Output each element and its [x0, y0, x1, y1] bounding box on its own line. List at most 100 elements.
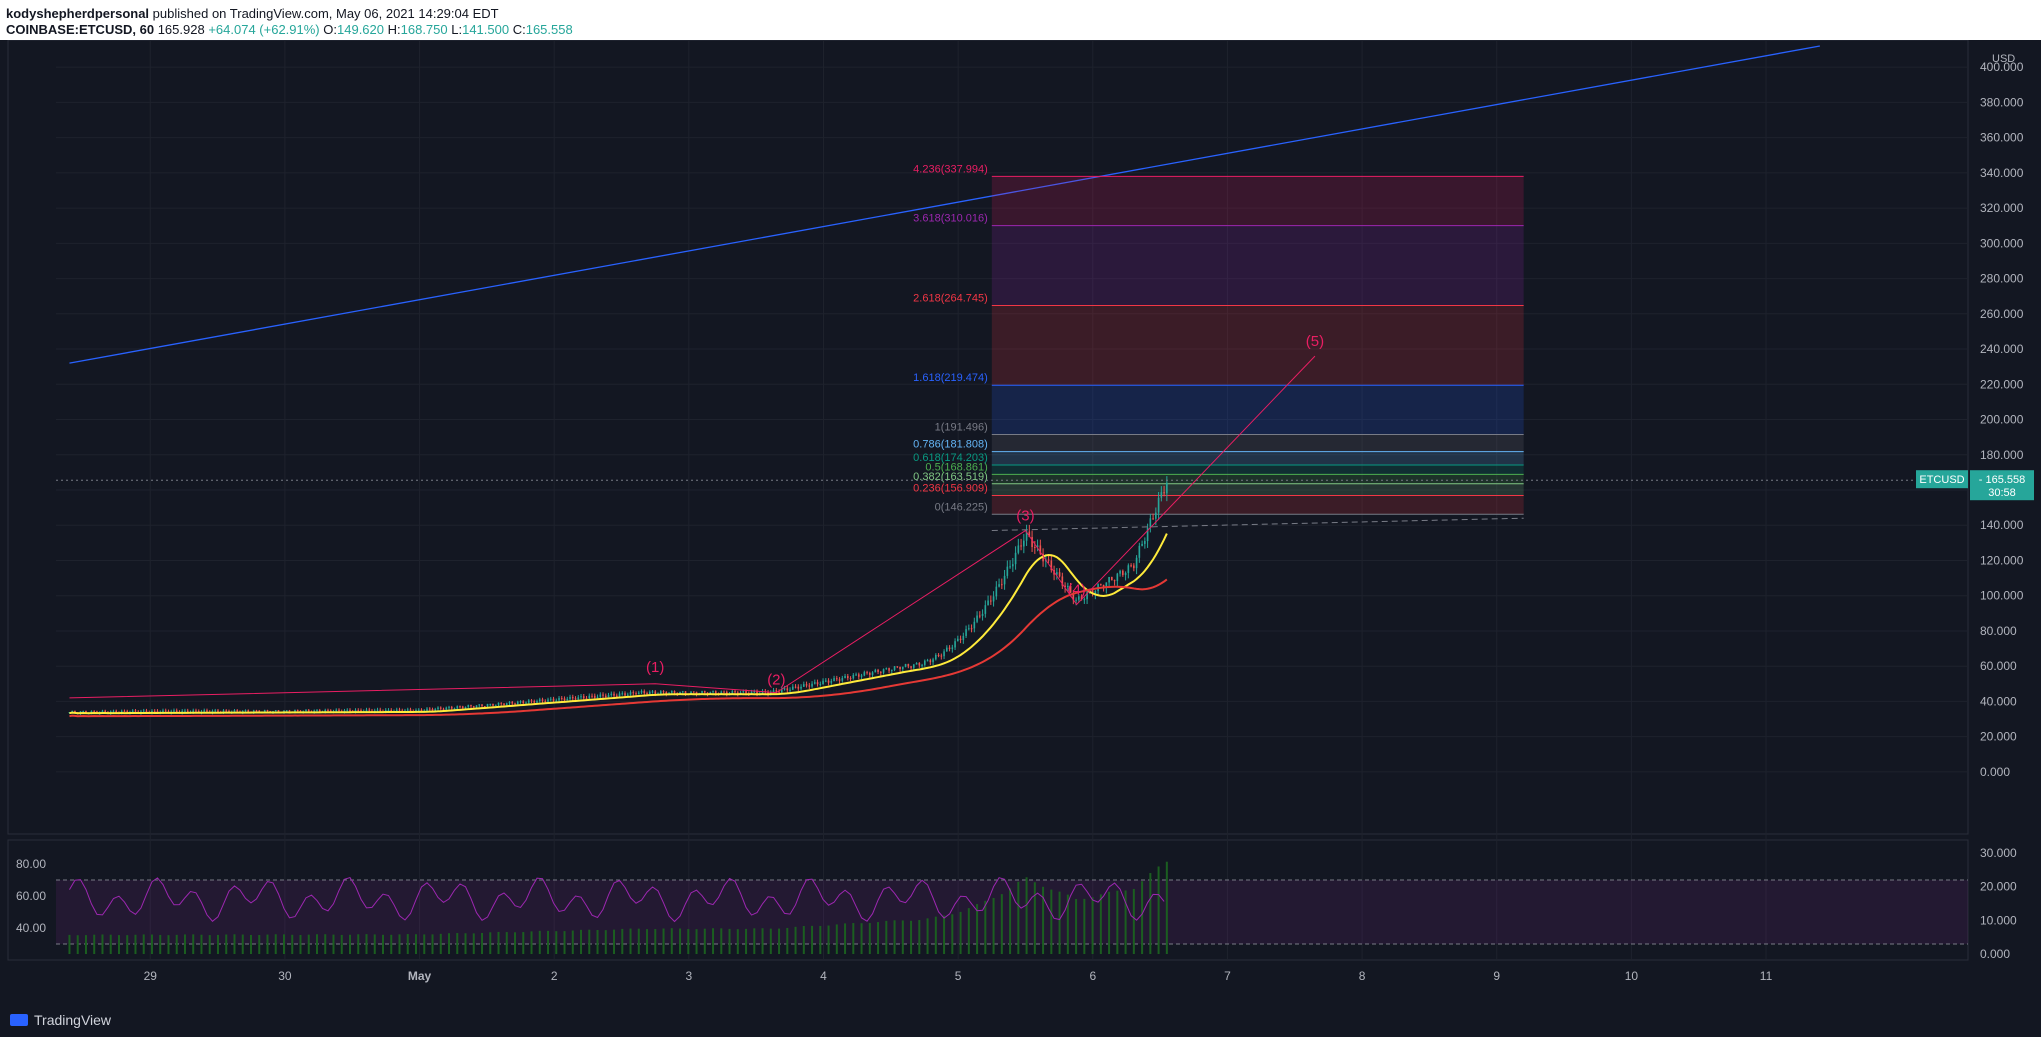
candle-body: [1086, 592, 1088, 600]
volume-bar: [613, 929, 616, 954]
candle-body: [725, 691, 728, 694]
candle-body: [761, 691, 764, 694]
fib-level-label: 1.618(219.474): [913, 372, 988, 384]
candle-body: [593, 695, 596, 698]
volume-bar: [315, 934, 318, 954]
candle-body: [794, 686, 797, 688]
candle-body: [1036, 545, 1039, 548]
candle-body: [195, 710, 197, 712]
candle-body: [615, 695, 618, 697]
candle-body: [120, 710, 123, 713]
candle-body: [934, 654, 937, 660]
candle-body: [827, 680, 830, 683]
candle-body: [497, 702, 500, 705]
candle-body: [811, 683, 813, 687]
candle-body: [186, 710, 189, 713]
candle-body: [756, 691, 758, 694]
volume-bar: [514, 932, 517, 954]
candle-body: [1141, 543, 1143, 546]
price-tick-label: 340.000: [1980, 166, 2024, 180]
volume-bar: [877, 922, 880, 954]
candle-body: [145, 710, 148, 713]
candle-body: [659, 691, 662, 694]
tradingview-logo[interactable]: TradingView: [10, 1012, 111, 1028]
candle-body: [475, 705, 478, 708]
candle-body: [637, 692, 640, 695]
volume-bar: [357, 934, 360, 954]
candle-body: [1135, 557, 1138, 569]
candle-body: [1034, 547, 1036, 549]
candle-body: [555, 700, 558, 702]
candle-body: [104, 710, 107, 712]
volume-bar: [233, 934, 236, 954]
candle-body: [222, 710, 225, 713]
rsi-tick-label: 40.00: [16, 921, 46, 935]
candle-body: [868, 673, 871, 675]
price-tick-label: 240.000: [1980, 342, 2024, 356]
candle-body: [288, 710, 291, 713]
candle-body: [1009, 566, 1011, 568]
candle-body: [450, 706, 453, 709]
volume-bar: [802, 925, 805, 954]
price-tick-label: 220.000: [1980, 377, 2024, 391]
candle-body: [489, 703, 492, 705]
candle-body: [992, 596, 995, 602]
time-tick-label: 30: [278, 969, 292, 983]
candle-body: [483, 706, 486, 708]
volume-bar: [852, 923, 855, 954]
candle-body: [662, 691, 665, 693]
candle-body: [835, 678, 838, 680]
candle-body: [951, 647, 954, 649]
candle-body: [588, 695, 591, 699]
candle-body: [560, 698, 563, 700]
volume-bar: [324, 934, 327, 954]
volume-bar: [1066, 894, 1069, 954]
volume-bar: [901, 920, 904, 954]
brand-name: TradingView: [34, 1012, 112, 1028]
candle-body: [1020, 545, 1022, 547]
candle-body: [481, 704, 483, 707]
volume-bar: [1157, 866, 1160, 954]
candle-body: [360, 710, 362, 712]
volume-bar: [753, 928, 756, 954]
volume-bar: [662, 928, 665, 954]
candle-body: [772, 690, 775, 693]
price-chart[interactable]: 0.00020.00040.00060.00080.000100.000120.…: [0, 40, 2041, 1004]
candle-body: [640, 691, 643, 693]
candle-body: [516, 701, 519, 704]
symbol-name[interactable]: COINBASE:ETCUSD, 60: [6, 22, 155, 37]
volume-bar: [1132, 888, 1135, 954]
candle-body: [445, 707, 448, 710]
candle-body: [1083, 599, 1086, 601]
candle-body: [783, 688, 786, 690]
candle-body: [654, 691, 657, 694]
volume-bar: [1033, 882, 1036, 954]
volume-bar: [183, 934, 186, 954]
candle-body: [901, 666, 904, 670]
candle-body: [247, 710, 250, 712]
candle-body: [164, 710, 167, 712]
candle-body: [775, 690, 778, 692]
candle-body: [156, 710, 159, 713]
candle-body: [1149, 518, 1152, 528]
fib-level-label: 1(191.496): [935, 422, 988, 434]
volume-bar: [481, 932, 484, 954]
candle-body: [885, 668, 888, 670]
candle-body: [778, 691, 780, 693]
candle-body: [926, 660, 929, 662]
candle-body: [822, 680, 824, 685]
candle-body: [263, 710, 266, 712]
candle-body: [354, 709, 357, 712]
candle-body: [937, 654, 940, 656]
candle-body: [368, 709, 371, 711]
candle-body: [973, 621, 976, 629]
candle-body: [824, 680, 827, 682]
candle-body: [406, 709, 409, 711]
candle-body: [679, 691, 681, 695]
candle-body: [426, 708, 428, 711]
author-name[interactable]: kodyshepherdpersonal: [6, 6, 150, 21]
volume-bar: [472, 933, 475, 954]
wave-label: (2): [767, 671, 785, 688]
candle-body: [1155, 512, 1157, 519]
volume-bar: [1091, 897, 1094, 954]
